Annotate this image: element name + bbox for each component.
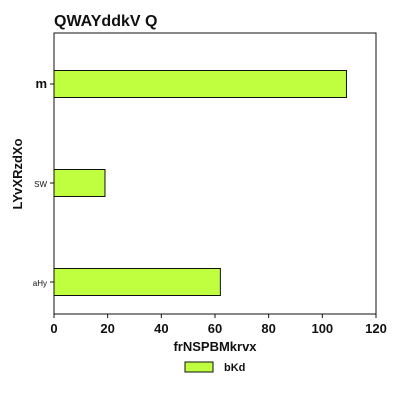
x-tick-label: 0 — [50, 321, 57, 336]
bars-layer — [53, 70, 347, 296]
chart-title: QWAYddkV Q — [54, 13, 157, 30]
x-tick-label: 40 — [154, 321, 168, 336]
x-tick-label: 120 — [365, 321, 387, 336]
y-axis-ticks: m SW aHy — [33, 76, 54, 288]
bar-SW — [53, 169, 106, 197]
y-tick-label: m — [35, 76, 47, 91]
legend-swatch — [184, 361, 214, 373]
y-tick-label: aHy — [33, 279, 47, 288]
legend: bKd — [184, 361, 245, 374]
y-tick-label: SW — [34, 180, 47, 189]
x-axis-ticks: 0 20 40 60 80 100 120 — [50, 314, 387, 336]
x-tick-label: 20 — [100, 321, 114, 336]
x-tick-label: 80 — [261, 321, 275, 336]
x-tick-label: 60 — [208, 321, 222, 336]
y-axis-label: LYvXRzdXo — [10, 138, 25, 209]
bar-aHy — [53, 268, 221, 296]
x-axis-label: frNSPBMkrvx — [173, 339, 257, 354]
x-tick-label: 100 — [311, 321, 333, 336]
bar-m — [53, 70, 347, 98]
legend-label: bKd — [224, 362, 245, 374]
